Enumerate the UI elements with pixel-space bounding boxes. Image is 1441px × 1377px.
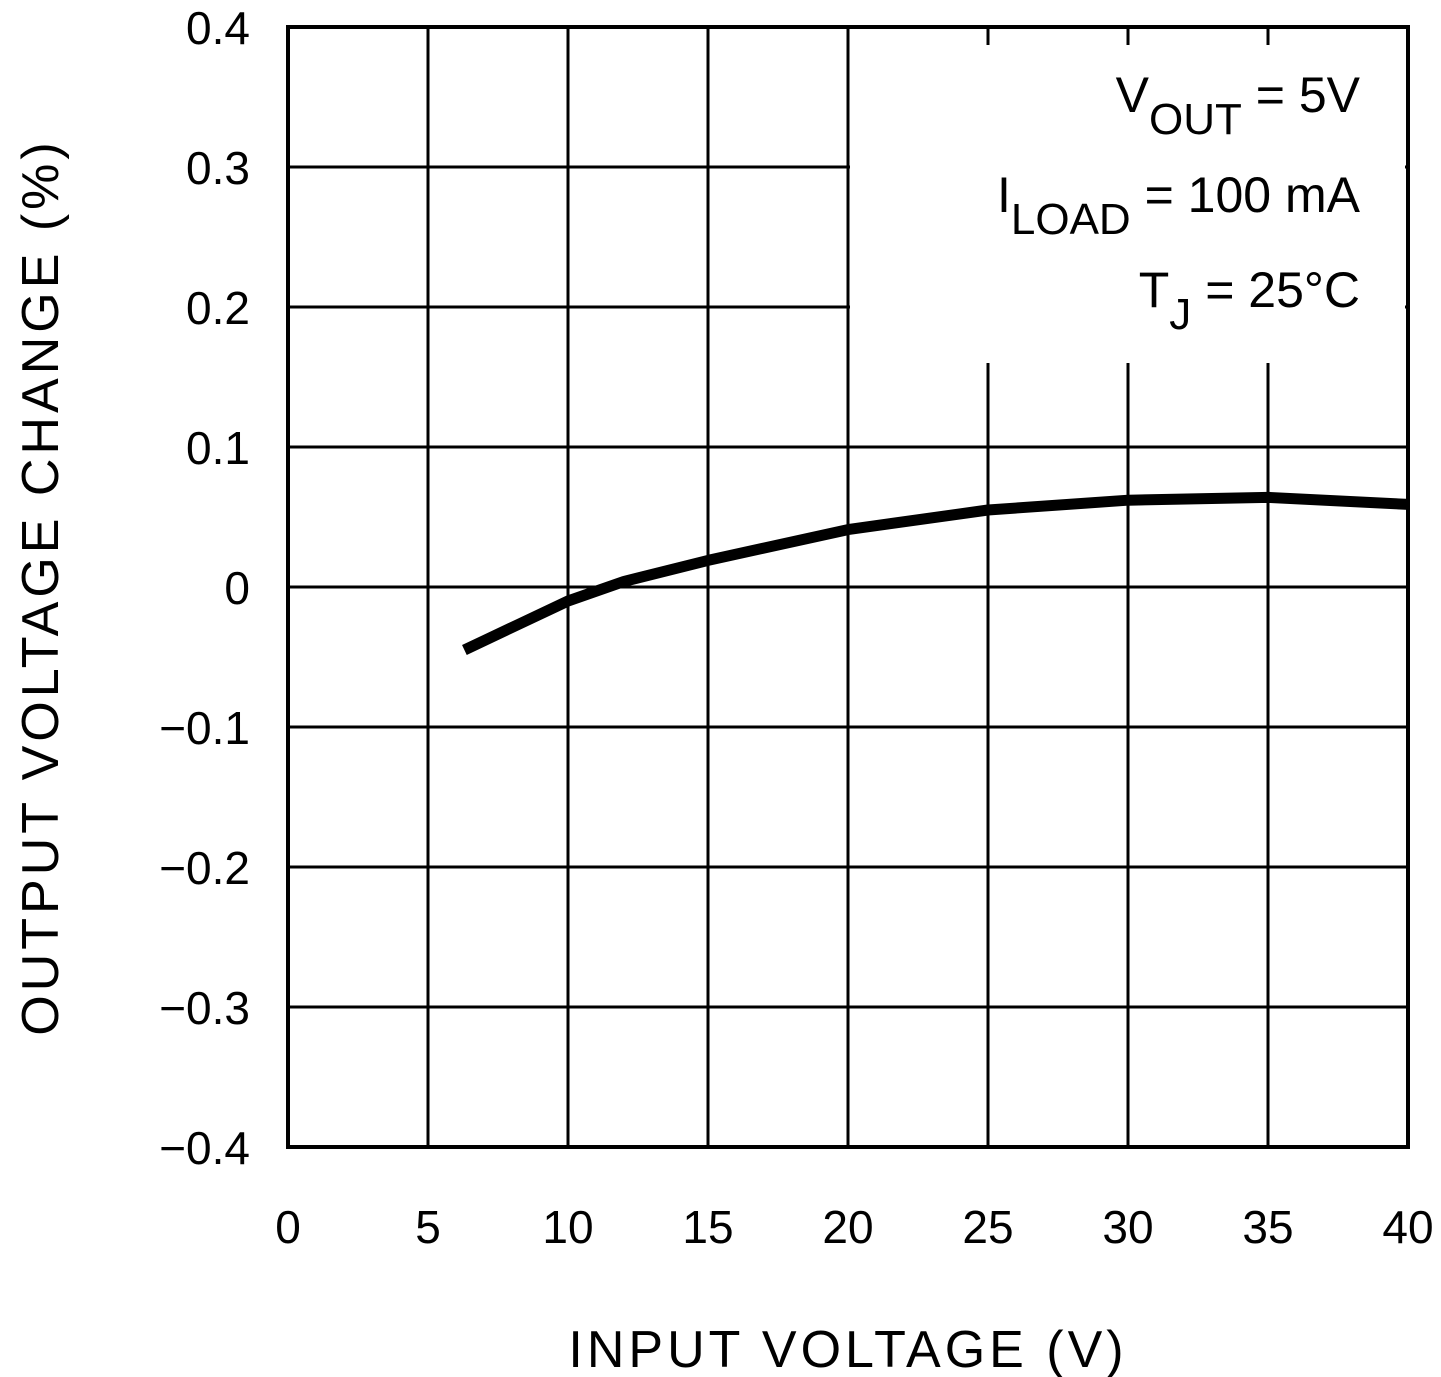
series-line [462,491,1409,655]
x-tick-label: 5 [415,1201,441,1253]
plot-frame [286,25,1410,1149]
x-tick-label: 35 [1242,1201,1293,1253]
x-tick-label: 40 [1382,1201,1433,1253]
x-tick-label: 30 [1102,1201,1153,1253]
y-tick-label: 0.3 [186,142,250,194]
annotation-label: ILOAD = 100 mA [997,167,1361,244]
y-tick-label: 0 [224,562,250,614]
annotation-block: VOUT = 5V ILOAD = 100 mA TJ = 25°C [997,67,1361,339]
x-tick-label: 20 [822,1201,873,1253]
x-tick-label: 25 [962,1201,1013,1253]
annotation-label: VOUT = 5V [1116,67,1361,144]
x-tick-label: 10 [542,1201,593,1253]
y-axis-label: OUTPUT VOLTAGE CHANGE (%) [12,138,70,1035]
y-tick-label: 0.4 [186,2,250,54]
series-layer [462,491,1409,655]
annotation-label: TJ = 25°C [1139,262,1360,339]
annotation-background [850,45,1405,363]
y-tick-labels: 0.4 0.3 0.2 0.1 0 −0.1 −0.2 −0.3 −0.4 [159,2,250,1174]
x-tick-label: 15 [682,1201,733,1253]
x-tick-label: 0 [275,1201,301,1253]
y-tick-label: 0.2 [186,282,250,334]
y-tick-label: −0.2 [159,842,250,894]
y-tick-label: 0.1 [186,422,250,474]
y-tick-label: −0.3 [159,982,250,1034]
x-axis-label: INPUT VOLTAGE (V) [568,1321,1127,1377]
y-tick-label: −0.1 [159,702,250,754]
x-tick-labels: 0 5 10 15 20 25 30 35 40 [275,1201,1433,1253]
y-tick-label: −0.4 [159,1122,250,1174]
